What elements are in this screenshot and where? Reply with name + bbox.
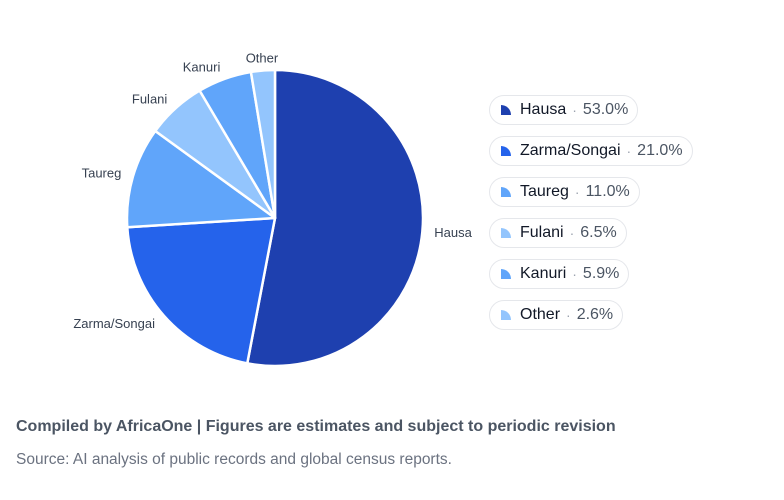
legend-row-hausa: Hausa · 53.0% bbox=[489, 95, 729, 136]
legend-separator: · bbox=[566, 307, 571, 323]
slice-label-kanuri: Kanuri bbox=[183, 60, 221, 75]
legend-label: Other bbox=[520, 306, 561, 323]
pie-chart: Hausa Zarma/Songai Taureg Fulani Kanuri Other bbox=[73, 51, 473, 368]
legend-separator: · bbox=[572, 102, 577, 118]
legend-value: 53.0% bbox=[582, 101, 629, 118]
chart-area: Hausa Zarma/Songai Taureg Fulani Kanuri Other… bbox=[73, 51, 729, 368]
legend-item-zarma-songai: Zarma/Songai · 21.0% bbox=[489, 136, 693, 166]
pie-wedge-icon bbox=[501, 269, 511, 279]
pie-slice-hausa bbox=[246, 68, 425, 368]
pie-slice-other bbox=[249, 68, 277, 220]
legend: Hausa · 53.0% Zarma/Songai · 21.0% Taureg · 11.0… bbox=[489, 95, 729, 341]
legend-label: Taureg bbox=[520, 183, 569, 200]
legend-separator: · bbox=[574, 184, 580, 200]
legend-value: 6.5% bbox=[580, 224, 617, 241]
pie-wedge-icon bbox=[501, 187, 511, 197]
legend-value: 11.0% bbox=[585, 183, 630, 200]
legend-item-fulani: Fulani · 6.5% bbox=[489, 218, 627, 248]
legend-item-kanuri: Kanuri · 5.9% bbox=[489, 259, 630, 289]
legend-row-other: Other · 2.6% bbox=[489, 300, 729, 341]
slice-label-fulani: Fulani bbox=[132, 92, 168, 107]
pie-slice-zarma-songai bbox=[126, 216, 277, 365]
footer-compiled-note: Compiled by AfricaOne | Figures are esti… bbox=[16, 418, 616, 435]
legend-label: Hausa bbox=[520, 101, 567, 118]
footer: Compiled by AfricaOne | Figures are esti… bbox=[16, 418, 776, 469]
legend-row-kanuri: Kanuri · 5.9% bbox=[489, 259, 729, 300]
legend-separator: · bbox=[626, 143, 632, 159]
pie-wedge-icon bbox=[501, 228, 511, 238]
legend-item-hausa: Hausa · 53.0% bbox=[489, 95, 639, 125]
footer-source-note: Source: AI analysis of public records an… bbox=[16, 451, 452, 468]
legend-value: 2.6% bbox=[576, 306, 614, 323]
legend-row-taureg: Taureg · 11.0% bbox=[489, 177, 729, 218]
slice-label-other: Other bbox=[246, 51, 279, 66]
legend-row-fulani: Fulani · 6.5% bbox=[489, 218, 729, 259]
legend-separator: · bbox=[569, 225, 575, 241]
slice-label-hausa: Hausa bbox=[434, 225, 472, 240]
slice-label-zarma-songai: Zarma/Songai bbox=[73, 316, 155, 331]
pie-wedge-icon bbox=[501, 310, 511, 320]
legend-row-zarma-songai: Zarma/Songai · 21.0% bbox=[489, 136, 729, 177]
legend-value: 21.0% bbox=[637, 142, 683, 159]
legend-value: 5.9% bbox=[582, 265, 620, 282]
legend-item-taureg: Taureg · 11.0% bbox=[489, 177, 640, 207]
legend-label: Zarma/Songai bbox=[520, 142, 621, 159]
legend-label: Kanuri bbox=[520, 265, 567, 282]
pie-wedge-icon bbox=[501, 105, 511, 115]
pie-wedge-icon bbox=[501, 146, 511, 156]
legend-label: Fulani bbox=[520, 224, 564, 241]
legend-separator: · bbox=[572, 266, 577, 282]
pie-slice-taureg bbox=[125, 129, 277, 229]
slice-label-taureg: Taureg bbox=[82, 165, 122, 180]
legend-item-other: Other · 2.6% bbox=[489, 300, 624, 330]
